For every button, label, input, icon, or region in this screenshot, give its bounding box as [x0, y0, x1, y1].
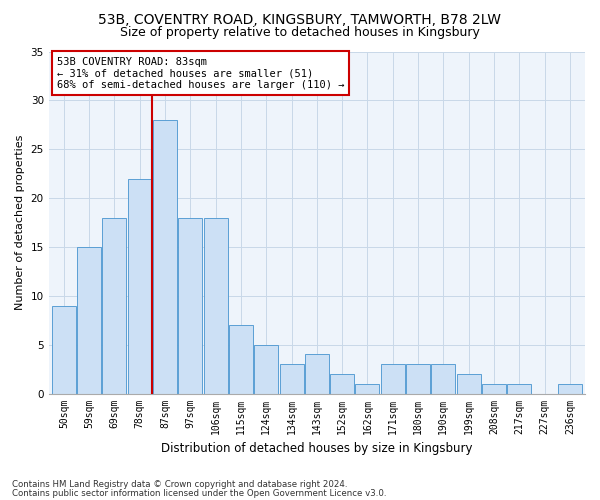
Bar [203, 218, 227, 394]
Bar [280, 364, 304, 394]
Bar [229, 325, 253, 394]
Bar [406, 364, 430, 394]
Bar [507, 384, 531, 394]
Text: Size of property relative to detached houses in Kingsbury: Size of property relative to detached ho… [120, 26, 480, 39]
Bar [128, 178, 152, 394]
Bar [431, 364, 455, 394]
Bar [103, 218, 127, 394]
Bar [77, 247, 101, 394]
Text: 53B COVENTRY ROAD: 83sqm
← 31% of detached houses are smaller (51)
68% of semi-d: 53B COVENTRY ROAD: 83sqm ← 31% of detach… [57, 56, 344, 90]
Text: 53B, COVENTRY ROAD, KINGSBURY, TAMWORTH, B78 2LW: 53B, COVENTRY ROAD, KINGSBURY, TAMWORTH,… [98, 12, 502, 26]
Text: Contains public sector information licensed under the Open Government Licence v3: Contains public sector information licen… [12, 488, 386, 498]
Bar [381, 364, 405, 394]
Bar [457, 374, 481, 394]
Y-axis label: Number of detached properties: Number of detached properties [15, 135, 25, 310]
Bar [52, 306, 76, 394]
Bar [558, 384, 582, 394]
Bar [482, 384, 506, 394]
Bar [330, 374, 354, 394]
Bar [355, 384, 379, 394]
Text: Contains HM Land Registry data © Crown copyright and database right 2024.: Contains HM Land Registry data © Crown c… [12, 480, 347, 489]
Bar [305, 354, 329, 394]
X-axis label: Distribution of detached houses by size in Kingsbury: Distribution of detached houses by size … [161, 442, 473, 455]
Bar [178, 218, 202, 394]
Bar [153, 120, 177, 394]
Bar [254, 344, 278, 394]
